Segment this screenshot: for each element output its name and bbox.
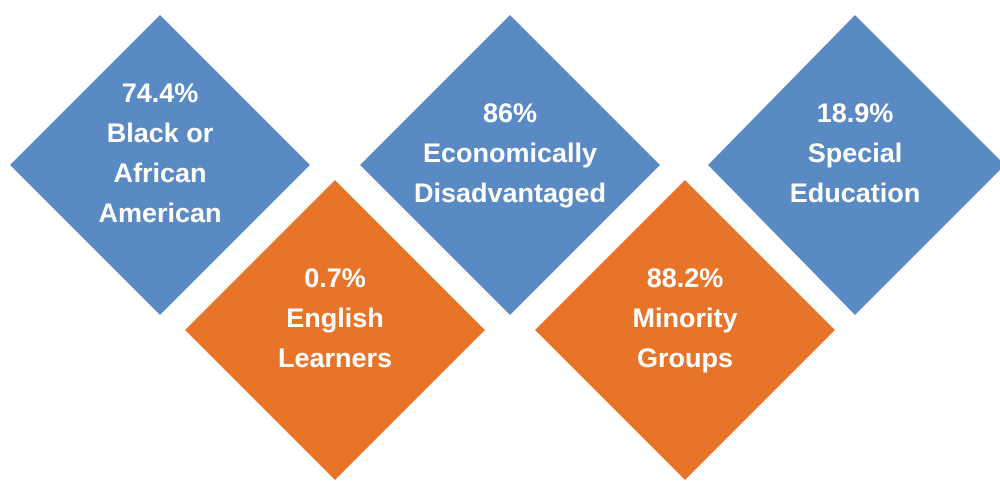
label-line: Minority <box>633 303 738 333</box>
stat: 88.2% <box>647 263 724 293</box>
diamond <box>360 15 660 315</box>
diamond-group: 0.7% English Learners <box>185 180 485 480</box>
label-line: Disadvantaged <box>414 178 606 208</box>
stat: 0.7% <box>304 263 366 293</box>
label-line: African <box>113 158 206 188</box>
stat: 86% <box>483 98 537 128</box>
label-line: Learners <box>278 343 392 373</box>
label-line: Groups <box>637 343 733 373</box>
label-line: Black or <box>107 118 214 148</box>
diamond-group: 74.4% Black or African American <box>10 15 310 315</box>
label-line: American <box>98 198 221 228</box>
diamond-group: 18.9% Special Education <box>708 15 1000 315</box>
label-line: Education <box>790 178 921 208</box>
diamond <box>185 180 485 480</box>
label-line: English <box>286 303 384 333</box>
diamond-group: 86% Economically Disadvantaged <box>360 15 660 315</box>
diamond <box>535 180 835 480</box>
diamond <box>708 15 1000 315</box>
stat: 18.9% <box>817 98 894 128</box>
label-line: Economically <box>423 138 597 168</box>
stat: 74.4% <box>122 78 199 108</box>
label-line: Special <box>808 138 903 168</box>
diamond <box>10 15 310 315</box>
diamond-group: 88.2% Minority Groups <box>535 180 835 480</box>
